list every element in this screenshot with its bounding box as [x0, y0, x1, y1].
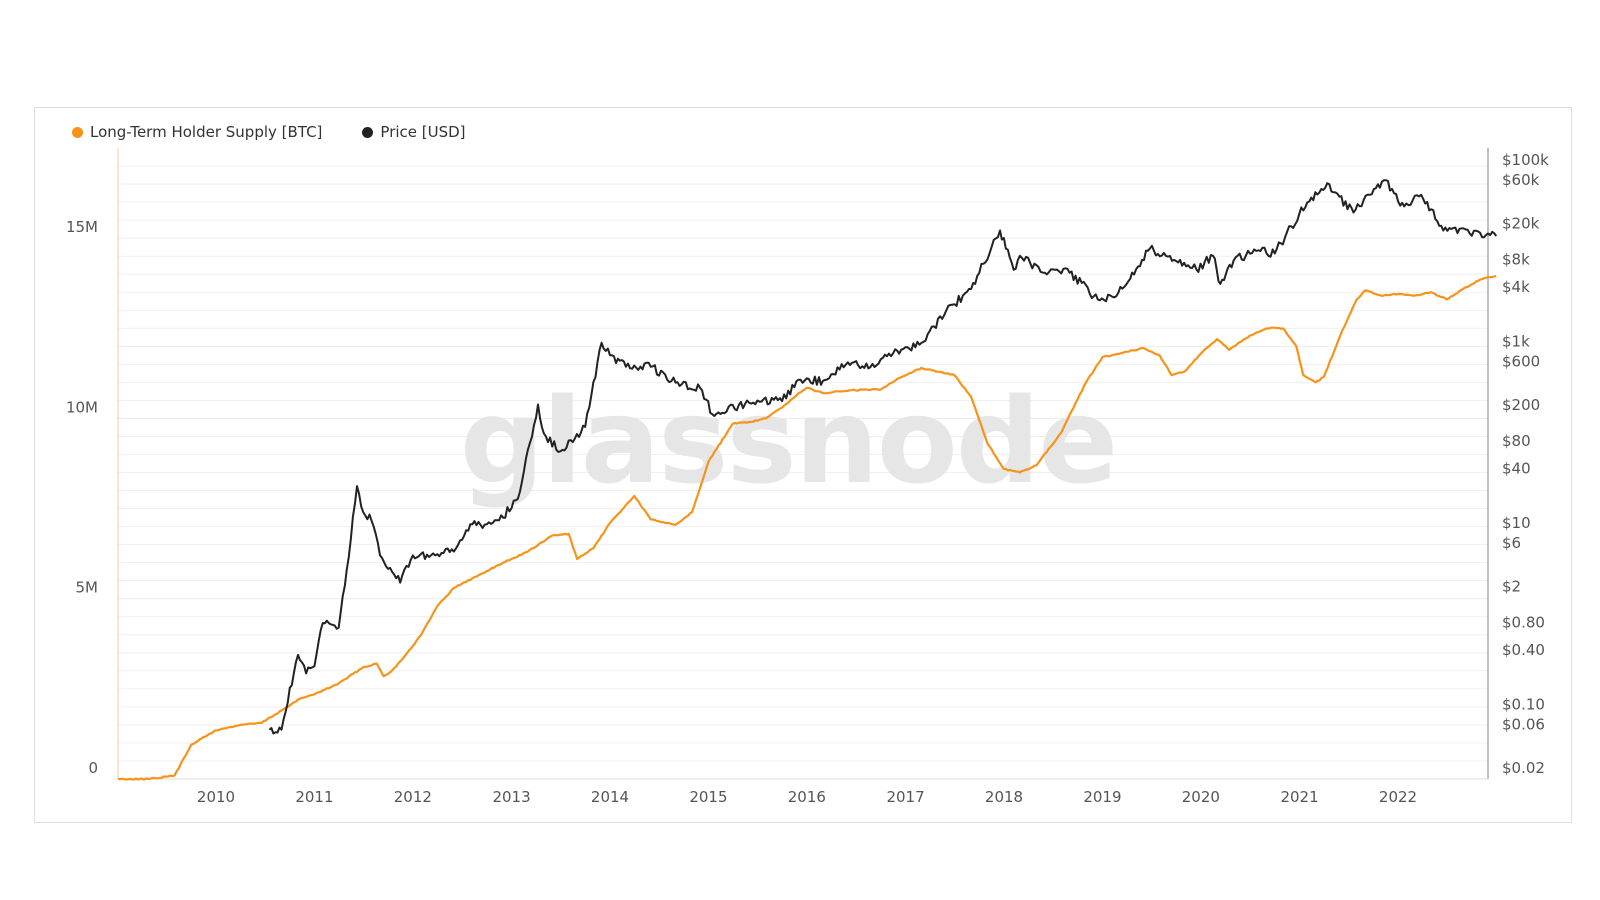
- right-tick-label: $1k: [1502, 333, 1530, 351]
- x-tick-label: 2018: [985, 788, 1023, 806]
- right-tick-label: $40: [1502, 459, 1531, 477]
- legend-item-price[interactable]: Price [USD]: [362, 123, 466, 141]
- right-tick-label: $10: [1502, 514, 1531, 532]
- x-tick-label: 2010: [197, 788, 235, 806]
- left-tick-label: 10M: [66, 398, 98, 416]
- axes: [117, 148, 1489, 780]
- x-tick-label: 2013: [492, 788, 530, 806]
- x-tick-label: 2020: [1182, 788, 1220, 806]
- right-tick-label: $600: [1502, 353, 1540, 371]
- legend-label-price: Price [USD]: [380, 123, 466, 141]
- x-tick-label: 2016: [788, 788, 826, 806]
- x-tick-label: 2014: [591, 788, 629, 806]
- left-tick-label: 0: [88, 759, 98, 777]
- left-tick-label: 5M: [76, 579, 99, 597]
- legend-dot-lth-supply-icon: [72, 126, 83, 138]
- x-tick-label: 2022: [1379, 788, 1417, 806]
- right-tick-label: $200: [1502, 396, 1540, 414]
- series-line-price: [268, 179, 1498, 735]
- right-tick-label: $80: [1502, 432, 1531, 450]
- legend-item-lth-supply[interactable]: Long-Term Holder Supply [BTC]: [72, 123, 322, 141]
- chart-legend: Long-Term Holder Supply [BTC] Price [USD…: [72, 123, 506, 141]
- x-tick-label: 2021: [1280, 788, 1318, 806]
- x-tick-label: 2012: [394, 788, 432, 806]
- grid-lines: [118, 165, 1488, 780]
- series-lines: [118, 179, 1498, 781]
- tick-labels: 0 5M 10M 15M $0.02 $0.06 $0.10 $0.40 $0.80 $2 $6 $1…: [66, 151, 1549, 806]
- right-tick-label: $0.02: [1502, 759, 1545, 777]
- x-tick-label: 2011: [295, 788, 333, 806]
- right-tick-label: $6: [1502, 534, 1521, 552]
- right-tick-label: $8k: [1502, 251, 1530, 269]
- right-tick-label: $0.10: [1502, 696, 1545, 714]
- legend-label-lth-supply: Long-Term Holder Supply [BTC]: [90, 123, 323, 141]
- left-tick-label: 15M: [66, 218, 98, 236]
- right-tick-label: $100k: [1502, 151, 1549, 169]
- right-tick-label: $0.80: [1502, 614, 1545, 632]
- legend-dot-price-icon: [362, 126, 374, 138]
- x-tick-label: 2015: [689, 788, 727, 806]
- right-tick-label: $20k: [1502, 214, 1540, 232]
- x-tick-label: 2019: [1083, 788, 1121, 806]
- right-tick-label: $2: [1502, 577, 1521, 595]
- right-tick-label: $4k: [1502, 278, 1530, 296]
- right-tick-label: $0.06: [1502, 716, 1545, 734]
- right-tick-label: $60k: [1502, 171, 1540, 189]
- x-tick-label: 2017: [886, 788, 924, 806]
- right-tick-label: $0.40: [1502, 641, 1545, 659]
- series-line-lth-supply: [118, 274, 1497, 781]
